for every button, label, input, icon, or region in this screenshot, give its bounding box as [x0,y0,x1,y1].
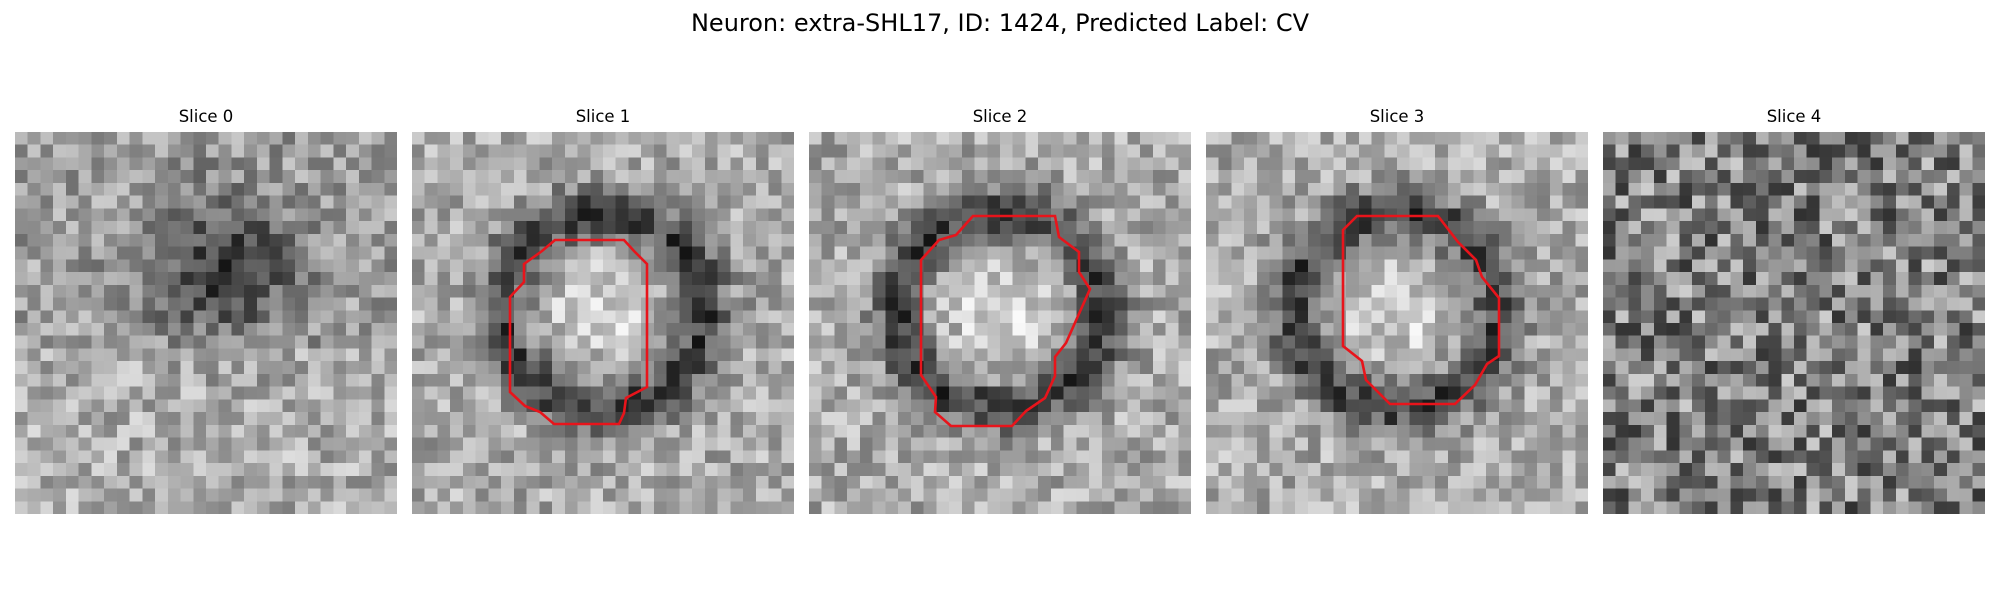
slice-image [1206,132,1588,514]
slice-panel-1: Slice 1 [412,106,794,514]
grayscale-image [412,132,794,514]
grayscale-image [1206,132,1588,514]
slice-image [15,132,397,514]
segmentation-contour [508,238,649,426]
segmentation-contour [919,214,1092,428]
segmentation-contour [1341,214,1501,406]
grayscale-image [1603,132,1985,514]
slice-panel-4: Slice 4 [1603,106,1985,514]
grayscale-image [809,132,1191,514]
slice-panel-0: Slice 0 [15,106,397,514]
contour-outline [919,214,1092,428]
slice-image [1603,132,1985,514]
slice-panel-3: Slice 3 [1206,106,1588,514]
grayscale-image [15,132,397,514]
slice-title: Slice 2 [972,107,1028,126]
figure-title: Neuron: extra-SHL17, ID: 1424, Predicted… [690,9,1310,37]
slice-title: Slice 3 [1369,107,1425,126]
slice-title: Slice 0 [178,107,234,126]
slice-title: Slice 4 [1766,107,1822,126]
contour-outline [1341,214,1501,406]
contour-outline [508,238,649,426]
slice-image [809,132,1191,514]
slice-title: Slice 1 [575,107,631,126]
slice-image [412,132,794,514]
slice-panel-2: Slice 2 [809,106,1191,514]
